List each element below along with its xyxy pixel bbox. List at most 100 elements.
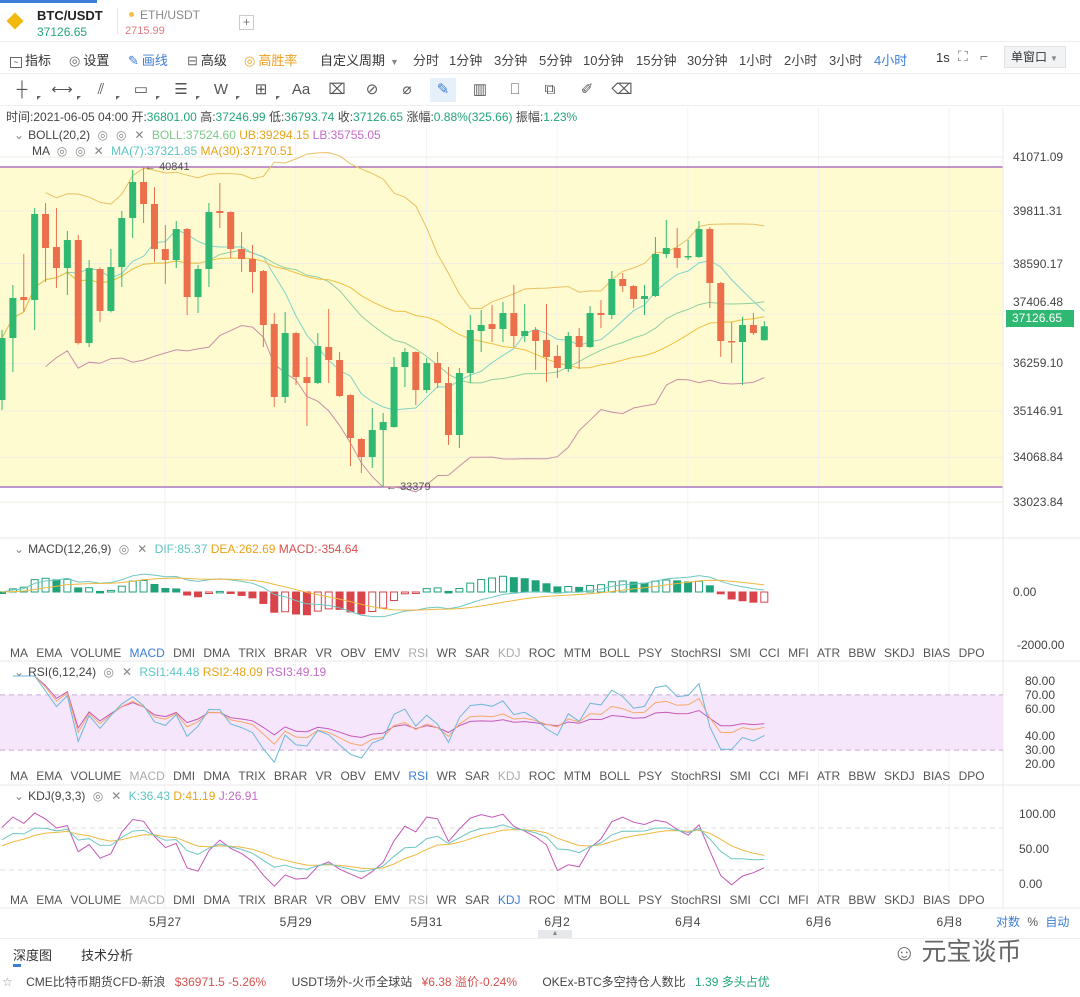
indicator-tab-psy[interactable]: PSY (638, 646, 663, 660)
indicator-tab-mtm[interactable]: MTM (563, 769, 592, 783)
indicator-tab-macd[interactable]: MACD (129, 646, 165, 660)
indicator-tab-dma[interactable]: DMA (203, 893, 231, 907)
eye-icon[interactable]: ◎ (56, 144, 68, 158)
indicator-tab-bbw[interactable]: BBW (848, 646, 876, 660)
indicator-tab-bbw[interactable]: BBW (848, 769, 876, 783)
indicator-tab-bbw[interactable]: BBW (848, 893, 876, 907)
add-tab-button[interactable]: + (239, 15, 254, 30)
collapse-chevron-icon[interactable]: ⌄ (14, 128, 25, 142)
indicator-tab-rsi[interactable]: RSI (408, 893, 429, 907)
indicator-tab-mtm[interactable]: MTM (563, 646, 592, 660)
close-icon[interactable]: ✕ (121, 665, 132, 679)
period-10[interactable]: 4小时 (874, 53, 908, 68)
collapse-chevron-icon[interactable]: ⌄ (14, 665, 25, 679)
panel-resize-handle[interactable]: ▲ (538, 930, 572, 938)
delete-icon[interactable]: ⌫ (611, 81, 633, 98)
indicator-tab-volume[interactable]: VOLUME (70, 646, 122, 660)
indicator-tab-dpo[interactable]: DPO (958, 646, 985, 660)
settings-icon[interactable]: ◎ (75, 144, 86, 158)
indicator-tab-vr[interactable]: VR (315, 893, 333, 907)
parallel-channel-icon[interactable]: ☰ (168, 78, 200, 102)
period-2[interactable]: 3分钟 (494, 53, 528, 68)
period-6[interactable]: 30分钟 (687, 53, 728, 68)
indicator-tab-bias[interactable]: BIAS (922, 893, 951, 907)
indicator-tab-brar[interactable]: BRAR (273, 646, 308, 660)
indicator-tab-skdj[interactable]: SKDJ (884, 769, 915, 783)
indicator-tab-emv[interactable]: EMV (374, 646, 401, 660)
indicator-tab-roc[interactable]: ROC (528, 769, 556, 783)
period-4[interactable]: 10分钟 (583, 53, 624, 68)
indicator-tab-macd[interactable]: MACD (129, 769, 165, 783)
indicator-tab-rsi[interactable]: RSI (408, 646, 429, 660)
indicator-tab-ma[interactable]: MA (10, 893, 28, 907)
close-icon[interactable]: ✕ (134, 128, 145, 142)
crosshair-icon[interactable]: ┼ (9, 78, 41, 102)
ticker-name[interactable]: CME比特币期货CFD-新浪 (26, 975, 166, 989)
indicator-tab-stochrsi[interactable]: StochRSI (670, 893, 722, 907)
ruler-icon[interactable]: ⌀ (402, 81, 412, 98)
period-1[interactable]: 1分钟 (449, 53, 483, 68)
ticker-name[interactable]: USDT场外-火币全球站 (291, 975, 413, 989)
close-icon[interactable]: ✕ (93, 144, 104, 158)
indicator-tab-atr[interactable]: ATR (817, 646, 841, 660)
settings-button[interactable]: ◎ 设置 (69, 50, 109, 69)
trend-line-icon[interactable]: ⫽ (88, 78, 120, 102)
indicator-tab-trix[interactable]: TRIX (238, 769, 266, 783)
indicator-tab-dpo[interactable]: DPO (958, 769, 985, 783)
measure-icon[interactable]: ⊞ (248, 78, 280, 102)
indicator-tab-trix[interactable]: TRIX (238, 893, 266, 907)
indicator-tab-cci[interactable]: CCI (759, 893, 780, 907)
indicator-tab-roc[interactable]: ROC (528, 646, 556, 660)
indicator-tab-wr[interactable]: WR (436, 769, 457, 783)
indicator-tab-boll[interactable]: BOLL (599, 646, 631, 660)
refresh-rate[interactable]: 1s (936, 50, 950, 65)
indicator-tab-kdj[interactable]: KDJ (497, 769, 521, 783)
ticker-name[interactable]: OKEx-BTC多空持仓人数比 (542, 975, 686, 989)
indicator-tab-wr[interactable]: WR (436, 646, 457, 660)
period-9[interactable]: 3小时 (829, 53, 863, 68)
advanced-button[interactable]: ⊟ 高级 (187, 50, 227, 69)
indicator-tab-psy[interactable]: PSY (638, 893, 663, 907)
indicator-tab-boll[interactable]: BOLL (599, 893, 631, 907)
indicator-tab-skdj[interactable]: SKDJ (884, 646, 915, 660)
indicator-tab-mfi[interactable]: MFI (788, 646, 809, 660)
rectangle-icon[interactable]: ▭ (128, 78, 160, 102)
indicator-tab-emv[interactable]: EMV (374, 893, 401, 907)
indicator-tab-psy[interactable]: PSY (638, 769, 663, 783)
settings-icon[interactable]: ◎ (92, 789, 104, 803)
tab-technical-analysis[interactable]: 技术分析 (81, 948, 134, 963)
copy-icon[interactable]: ⧉ (544, 81, 556, 98)
indicator-tab-boll[interactable]: BOLL (599, 769, 631, 783)
indicator-tab-sar[interactable]: SAR (464, 769, 490, 783)
window-mode-dropdown[interactable]: 单窗口 ▼ (1004, 46, 1066, 68)
eye-icon[interactable]: ◎ (97, 128, 108, 142)
indicator-tab-dma[interactable]: DMA (203, 646, 231, 660)
indicator-tab-obv[interactable]: OBV (340, 893, 366, 907)
indicator-tab-dma[interactable]: DMA (203, 769, 231, 783)
indicator-tab-vr[interactable]: VR (315, 769, 333, 783)
period-8[interactable]: 2小时 (784, 53, 818, 68)
magnet-icon[interactable]: ⊘ (365, 81, 379, 98)
indicator-tab-atr[interactable]: ATR (817, 769, 841, 783)
indicator-tab-obv[interactable]: OBV (340, 769, 366, 783)
settings-icon[interactable]: ◎ (118, 542, 130, 556)
auto-scale-toggle[interactable]: 自动 (1045, 915, 1070, 929)
indicator-tab-ma[interactable]: MA (10, 646, 28, 660)
indicator-tab-cci[interactable]: CCI (759, 646, 780, 660)
indicator-tab-smi[interactable]: SMI (729, 893, 751, 907)
wave-icon[interactable]: W (208, 78, 240, 102)
indicator-tab-kdj[interactable]: KDJ (497, 646, 521, 660)
indicator-tab-stochrsi[interactable]: StochRSI (670, 646, 722, 660)
indicator-tab-vr[interactable]: VR (315, 646, 333, 660)
note-icon[interactable]: ✐ (580, 81, 594, 98)
indicator-tab-obv[interactable]: OBV (340, 646, 366, 660)
collapse-chevron-icon[interactable]: ⌄ (14, 542, 25, 556)
indicator-tab-roc[interactable]: ROC (528, 893, 556, 907)
indicator-tab-dpo[interactable]: DPO (958, 893, 985, 907)
indicator-tab-ema[interactable]: EMA (36, 893, 63, 907)
pencil-icon[interactable]: ✎ (430, 78, 456, 102)
collapse-chevron-icon[interactable]: ⌄ (14, 789, 25, 803)
indicator-tab-ema[interactable]: EMA (36, 646, 63, 660)
indicator-tab-trix[interactable]: TRIX (238, 646, 266, 660)
